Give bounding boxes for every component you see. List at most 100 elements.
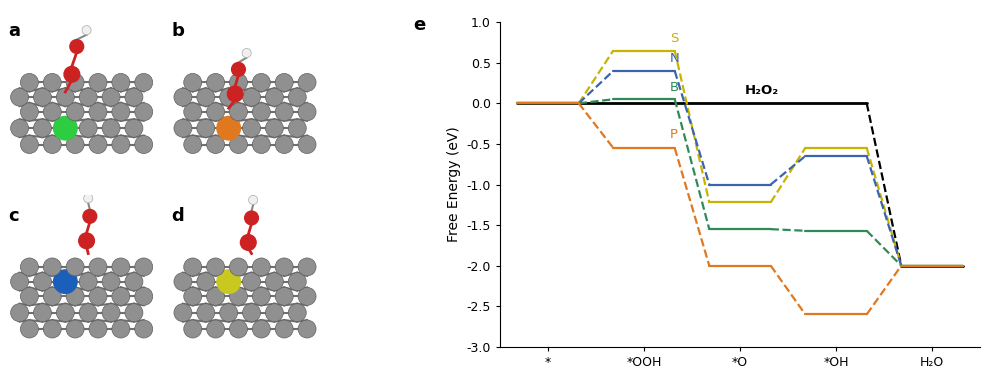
Circle shape xyxy=(70,39,84,54)
Circle shape xyxy=(89,320,107,338)
Circle shape xyxy=(265,119,283,137)
Circle shape xyxy=(79,304,97,322)
Circle shape xyxy=(298,287,316,305)
Circle shape xyxy=(207,287,225,305)
Circle shape xyxy=(125,119,143,137)
Circle shape xyxy=(240,235,256,250)
Text: b: b xyxy=(172,22,184,40)
Circle shape xyxy=(33,88,51,106)
Circle shape xyxy=(112,135,130,154)
Circle shape xyxy=(135,73,153,92)
Circle shape xyxy=(288,88,306,106)
Circle shape xyxy=(84,194,93,203)
Circle shape xyxy=(135,287,153,305)
Circle shape xyxy=(102,88,120,106)
Circle shape xyxy=(174,273,192,291)
Circle shape xyxy=(79,273,97,291)
Circle shape xyxy=(229,320,247,338)
Circle shape xyxy=(135,103,153,121)
Circle shape xyxy=(275,287,293,305)
Circle shape xyxy=(298,258,316,276)
Circle shape xyxy=(288,119,306,137)
Text: N: N xyxy=(670,52,680,65)
Circle shape xyxy=(125,273,143,291)
Circle shape xyxy=(275,103,293,121)
Circle shape xyxy=(79,119,97,137)
Circle shape xyxy=(43,103,61,121)
Circle shape xyxy=(20,135,38,154)
Circle shape xyxy=(229,135,247,154)
Circle shape xyxy=(275,73,293,92)
Circle shape xyxy=(298,103,316,121)
Circle shape xyxy=(112,258,130,276)
Circle shape xyxy=(252,320,270,338)
Circle shape xyxy=(252,73,270,92)
Circle shape xyxy=(217,117,240,140)
Circle shape xyxy=(245,211,258,225)
Circle shape xyxy=(243,304,261,322)
Circle shape xyxy=(265,273,283,291)
Circle shape xyxy=(242,48,251,58)
Circle shape xyxy=(207,103,225,121)
Circle shape xyxy=(217,270,240,293)
Circle shape xyxy=(229,258,247,276)
Circle shape xyxy=(135,320,153,338)
Circle shape xyxy=(174,88,192,106)
Circle shape xyxy=(275,258,293,276)
Circle shape xyxy=(112,287,130,305)
Text: H₂O₂: H₂O₂ xyxy=(745,84,779,97)
Y-axis label: Free Energy (eV): Free Energy (eV) xyxy=(447,127,461,242)
Circle shape xyxy=(83,210,97,223)
Text: S: S xyxy=(670,32,678,45)
Circle shape xyxy=(197,119,215,137)
Circle shape xyxy=(20,320,38,338)
Circle shape xyxy=(298,320,316,338)
Circle shape xyxy=(229,73,247,92)
Circle shape xyxy=(56,88,74,106)
Circle shape xyxy=(89,73,107,92)
Circle shape xyxy=(112,320,130,338)
Circle shape xyxy=(66,258,84,276)
Circle shape xyxy=(252,258,270,276)
Circle shape xyxy=(184,258,202,276)
Circle shape xyxy=(174,119,192,137)
Text: B: B xyxy=(670,80,679,94)
Circle shape xyxy=(33,273,51,291)
Circle shape xyxy=(197,304,215,322)
Circle shape xyxy=(89,103,107,121)
Circle shape xyxy=(265,304,283,322)
Circle shape xyxy=(252,103,270,121)
Circle shape xyxy=(207,320,225,338)
Circle shape xyxy=(56,304,74,322)
Circle shape xyxy=(89,135,107,154)
Circle shape xyxy=(135,258,153,276)
Circle shape xyxy=(125,304,143,322)
Circle shape xyxy=(207,258,225,276)
Text: a: a xyxy=(8,22,20,40)
Circle shape xyxy=(252,287,270,305)
Circle shape xyxy=(11,88,29,106)
Circle shape xyxy=(43,287,61,305)
Circle shape xyxy=(66,135,84,154)
Circle shape xyxy=(184,135,202,154)
Circle shape xyxy=(275,320,293,338)
Circle shape xyxy=(298,135,316,154)
Text: e: e xyxy=(414,15,426,34)
Text: P: P xyxy=(670,128,678,141)
Circle shape xyxy=(197,88,215,106)
Circle shape xyxy=(82,25,91,35)
Circle shape xyxy=(20,287,38,305)
Circle shape xyxy=(102,304,120,322)
Circle shape xyxy=(184,73,202,92)
Circle shape xyxy=(66,103,84,121)
Circle shape xyxy=(227,86,243,102)
Circle shape xyxy=(11,119,29,137)
Circle shape xyxy=(252,135,270,154)
Circle shape xyxy=(66,73,84,92)
Circle shape xyxy=(249,196,258,204)
Circle shape xyxy=(288,273,306,291)
Circle shape xyxy=(174,304,192,322)
Circle shape xyxy=(89,287,107,305)
Circle shape xyxy=(43,320,61,338)
Circle shape xyxy=(288,304,306,322)
